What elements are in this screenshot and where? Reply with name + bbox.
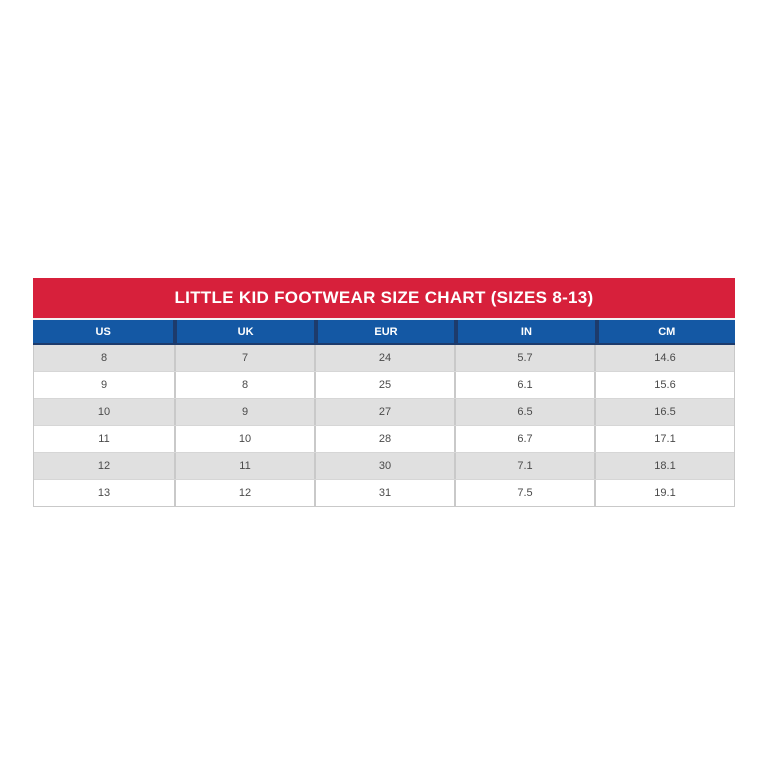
table-row: 13 12 31 7.5 19.1 <box>34 479 734 506</box>
table-cell: 9 <box>174 399 314 425</box>
size-chart-header-row: US UK EUR IN CM <box>33 320 735 345</box>
table-cell: 6.7 <box>454 426 594 452</box>
table-cell: 10 <box>97 406 111 418</box>
table-cell: 8 <box>174 372 314 398</box>
table-cell: 10 <box>174 426 314 452</box>
table-cell: 24 <box>314 345 454 371</box>
table-cell: 12 <box>97 460 111 472</box>
size-chart: LITTLE KID FOOTWEAR SIZE CHART (SIZES 8-… <box>33 278 735 507</box>
table-cell: 13 <box>97 487 111 499</box>
size-chart-title: LITTLE KID FOOTWEAR SIZE CHART (SIZES 8-… <box>174 288 594 307</box>
table-cell: 7.5 <box>454 480 594 506</box>
table-cell: 27 <box>314 399 454 425</box>
table-cell: 5.7 <box>454 345 594 371</box>
table-cell: 6.1 <box>454 372 594 398</box>
table-row: 10 9 27 6.5 16.5 <box>34 398 734 425</box>
table-row: 9 8 25 6.1 15.6 <box>34 371 734 398</box>
column-header-eur: EUR <box>313 320 454 343</box>
column-header-cm: CM <box>594 320 735 343</box>
table-cell: 14.6 <box>594 345 734 371</box>
column-header-uk: UK <box>173 320 313 343</box>
table-row: 11 10 28 6.7 17.1 <box>34 425 734 452</box>
size-chart-table-body: 8 7 24 5.7 14.6 9 8 25 6.1 15.6 10 9 27 6.5 16.5 11 10 28… <box>33 345 735 507</box>
column-header-in: IN <box>454 320 594 343</box>
table-cell: 25 <box>314 372 454 398</box>
table-cell: 7.1 <box>454 453 594 479</box>
table-cell: 11 <box>98 433 110 445</box>
table-row: 12 11 30 7.1 18.1 <box>34 452 734 479</box>
table-cell: 12 <box>174 480 314 506</box>
column-header-us: US <box>95 325 111 338</box>
table-cell: 8 <box>100 352 108 364</box>
table-cell: 19.1 <box>594 480 734 506</box>
table-cell: 30 <box>314 453 454 479</box>
table-cell: 11 <box>174 453 314 479</box>
table-cell: 17.1 <box>594 426 734 452</box>
size-chart-title-banner: LITTLE KID FOOTWEAR SIZE CHART (SIZES 8-… <box>33 278 735 320</box>
table-cell: 9 <box>100 379 108 391</box>
table-cell: 6.5 <box>454 399 594 425</box>
table-cell: 7 <box>174 345 314 371</box>
table-cell: 28 <box>314 426 454 452</box>
table-cell: 18.1 <box>594 453 734 479</box>
table-row: 8 7 24 5.7 14.6 <box>34 345 734 371</box>
table-cell: 31 <box>314 480 454 506</box>
table-cell: 15.6 <box>594 372 734 398</box>
table-cell: 16.5 <box>594 399 734 425</box>
